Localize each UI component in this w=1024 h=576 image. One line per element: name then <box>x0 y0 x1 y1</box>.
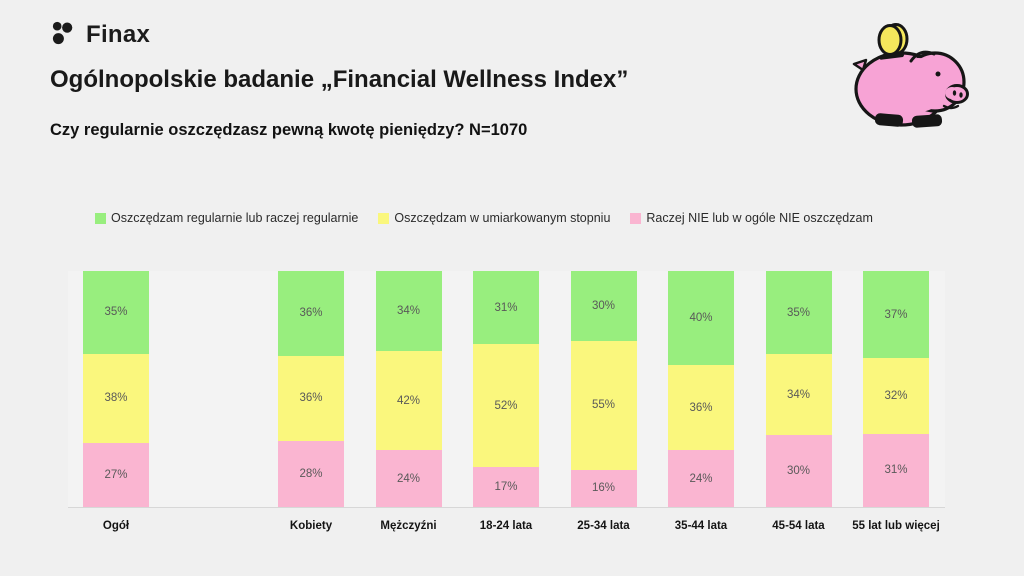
bar-segment-yellow: 34% <box>765 354 832 436</box>
bar-segment-yellow: 52% <box>473 344 539 467</box>
bar-segment-green: 40% <box>668 271 734 366</box>
bar-segment-yellow: 36% <box>278 355 344 441</box>
segment-value-label: 52% <box>494 399 518 412</box>
finax-logo-icon <box>52 21 73 45</box>
segment-value-label: 30% <box>591 300 616 313</box>
category-label: 18-24 lata <box>479 520 533 532</box>
bar-segment-green: 35% <box>83 271 149 354</box>
piggy-bank-illustration <box>852 23 969 128</box>
chart-legend: Oszczędzam regularnie lub raczej regular… <box>95 211 873 225</box>
finax-logo-text: Finax <box>86 20 151 48</box>
segment-value-label: 36% <box>299 307 323 320</box>
category-label: Ogół <box>102 520 130 532</box>
bar-segment-green: 34% <box>375 271 442 352</box>
segment-value-label: 36% <box>689 401 713 414</box>
pig-snout-seam-cover <box>945 87 959 99</box>
segment-value-label: 55% <box>591 399 616 412</box>
bar-segment-pink: 30% <box>765 435 832 507</box>
bar-segment-green: 31% <box>473 271 539 345</box>
bar-segment-yellow: 36% <box>668 365 734 451</box>
legend-item-green: Oszczędzam regularnie lub raczej regular… <box>95 211 358 225</box>
legend-swatch-pink <box>630 212 642 224</box>
pig-nostril-right <box>959 92 963 98</box>
stacked-bar-4: 31% 52% 17% <box>473 271 539 507</box>
category-label: Mężczyźni <box>380 520 437 532</box>
segment-value-label: 31% <box>884 464 908 477</box>
legend-label: Oszczędzam w umiarkowanym stopniu <box>394 211 611 225</box>
category-label: 35-44 lata <box>674 520 728 532</box>
legend-item-yellow: Oszczędzam w umiarkowanym stopniu <box>378 211 610 225</box>
bar-segment-green: 36% <box>278 271 344 356</box>
pig-foot-front <box>911 114 943 128</box>
page-title: Ogólnopolskie badanie „Financial Wellnes… <box>50 66 629 93</box>
bar-segment-pink: 27% <box>83 443 149 507</box>
stacked-bar-7: 35% 34% 30% <box>765 271 832 507</box>
legend-label: Oszczędzam regularnie lub raczej regular… <box>111 211 359 225</box>
segment-value-label: 27% <box>104 469 128 482</box>
stacked-bar-5: 30% 55% 16% <box>570 271 637 507</box>
segment-value-label: 34% <box>786 388 811 401</box>
legend-item-pink: Raczej NIE lub w ogóle NIE oszczędzam <box>630 211 873 225</box>
segment-value-label: 30% <box>786 465 811 478</box>
survey-question: Czy regularnie oszczędzasz pewną kwotę p… <box>50 121 528 139</box>
stacked-bar-6: 40% 36% 24% <box>668 271 734 507</box>
bar-segment-pink: 31% <box>863 433 929 507</box>
coin-icon <box>877 24 903 56</box>
segment-value-label: 36% <box>299 392 323 405</box>
bar-segment-green: 37% <box>863 271 929 359</box>
pig-nostril-left <box>952 90 957 96</box>
bar-segment-yellow: 32% <box>863 358 929 434</box>
bar-segment-yellow: 42% <box>375 351 442 451</box>
stacked-bar-8: 37% 32% 31% <box>863 271 929 507</box>
stacked-bar-2: 36% 36% 28% <box>278 271 344 507</box>
segment-value-label: 16% <box>591 482 616 495</box>
segment-value-label: 42% <box>396 394 421 407</box>
finax-logo: Finax <box>50 20 150 49</box>
category-label: 25-34 lata <box>577 520 630 532</box>
pig-eye <box>935 71 941 77</box>
legend-swatch-yellow <box>378 212 390 224</box>
segment-value-label: 24% <box>396 472 421 485</box>
bar-segment-pink: 28% <box>278 440 344 507</box>
segment-value-label: 28% <box>299 467 323 480</box>
bar-segment-pink: 17% <box>473 466 539 507</box>
pig-seam-cover <box>889 58 947 112</box>
segment-value-label: 35% <box>104 306 128 319</box>
stacked-bar-1: 35% 38% 27% <box>83 271 149 507</box>
category-label: Kobiety <box>289 520 333 532</box>
bar-segment-pink: 24% <box>668 450 734 507</box>
bar-segment-green: 35% <box>765 271 832 355</box>
segment-value-label: 24% <box>689 472 713 485</box>
legend-swatch-green <box>95 212 106 224</box>
bar-segment-pink: 16% <box>570 469 637 507</box>
category-label: 55 lat lub więcej <box>852 520 940 532</box>
category-label: 45-54 lata <box>772 520 825 532</box>
segment-value-label: 31% <box>494 301 518 314</box>
pig-foot-back <box>874 113 904 127</box>
segment-value-label: 34% <box>396 305 421 318</box>
bar-segment-yellow: 55% <box>570 341 637 470</box>
segment-value-label: 32% <box>884 390 908 403</box>
bar-segment-yellow: 38% <box>83 353 149 444</box>
bar-segment-green: 30% <box>570 271 637 342</box>
pig-ear <box>909 50 936 63</box>
segment-value-label: 17% <box>494 480 518 493</box>
segment-value-label: 37% <box>884 308 908 321</box>
legend-label: Raczej NIE lub w ogóle NIE oszczędzam <box>646 211 873 225</box>
segment-value-label: 35% <box>786 306 811 319</box>
segment-value-label: 38% <box>104 392 128 405</box>
bar-segment-pink: 24% <box>375 450 442 507</box>
pig-mouth <box>942 104 960 110</box>
stacked-bar-3: 34% 42% 24% <box>375 271 442 507</box>
segment-value-label: 40% <box>689 312 713 325</box>
stacked-bar-chart: 35% 38% 27% Ogół 36% 36% 28% Kobiety 34% 42% 24% Mę… <box>68 271 945 532</box>
